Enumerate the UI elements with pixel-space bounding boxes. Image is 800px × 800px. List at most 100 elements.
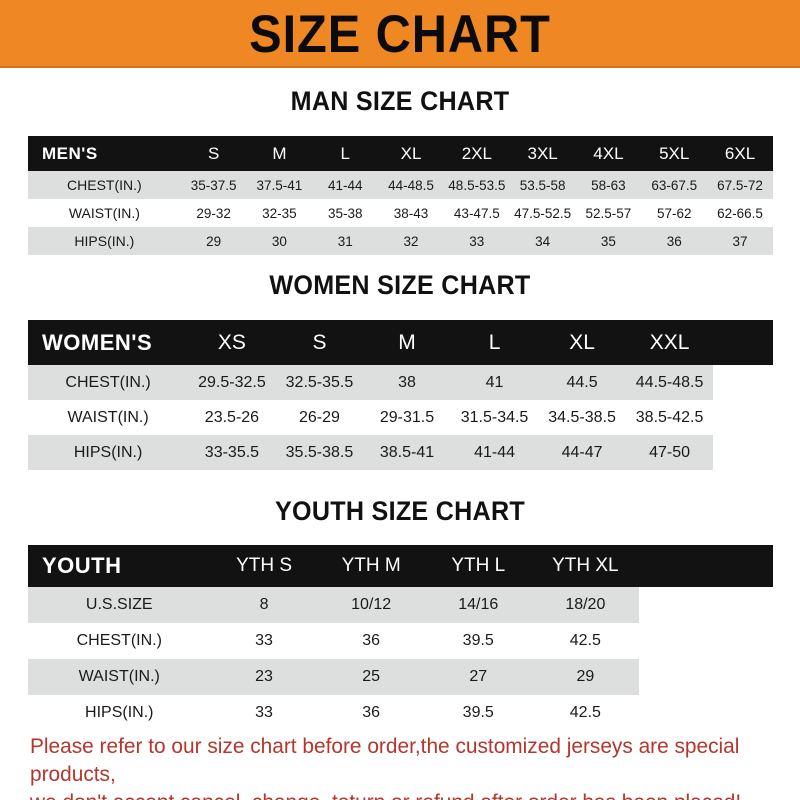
table-row: WAIST(IN.) 29-32 32-35 35-38 38-43 43-47.5 47.…: [28, 199, 773, 227]
man-measurement-cell: 37: [732, 233, 748, 249]
table-row: CHEST(IN.) 33 36 39.5 42.5: [28, 623, 773, 659]
women-column-header: S: [312, 330, 327, 354]
man-size-table: MEN'S S M L XL 2XL 3XL 4XL 5XL 6XL CHEST(IN.) 35-3…: [28, 136, 773, 255]
youth-measurement-cell: 33: [255, 632, 273, 649]
man-measurement-cell: 43-47.5: [453, 205, 500, 221]
women-measurement-cell: 44-47: [561, 443, 603, 461]
women-measurement-cell: 44.5: [566, 373, 598, 391]
women-measurement-cell: 35.5-38.5: [285, 443, 354, 461]
footer-note: Please refer to our size chart before or…: [30, 732, 756, 800]
youth-row-spacer: [638, 659, 773, 695]
women-measurement-cell: 38.5-41: [379, 443, 435, 461]
man-table-corner-label: MEN'S: [42, 143, 98, 163]
youth-size-table: YOUTH YTH S YTH M YTH L YTH XL U.S.SIZE 8 10/1…: [28, 545, 773, 731]
youth-measurement-cell: 36: [362, 632, 381, 649]
youth-measurement-cell: 39.5: [462, 632, 494, 649]
man-measurement-cell: 29-32: [196, 205, 231, 221]
man-row-label: WAIST(IN.): [68, 205, 140, 221]
youth-column-header: YTH S: [236, 555, 293, 576]
women-measurement-cell: 44.5-48.5: [635, 373, 704, 391]
man-column-header: 6XL: [724, 143, 756, 163]
man-measurement-cell: 34: [535, 233, 551, 249]
women-measurement-cell: 23.5-26: [204, 408, 260, 426]
women-measurement-cell: 34.5-38.5: [548, 408, 616, 426]
man-section-title: MAN SIZE CHART: [290, 86, 510, 116]
man-measurement-cell: 38-43: [393, 205, 429, 221]
table-row: HIPS(IN.) 33-35.5 35.5-38.5 38.5-41 41-44 44-…: [28, 435, 773, 470]
youth-header-spacer: [639, 545, 773, 587]
man-measurement-cell: 44-48.5: [388, 177, 434, 193]
youth-measurement-cell: 18/20: [565, 596, 606, 613]
man-column-header: 3XL: [527, 143, 558, 163]
youth-measurement-cell: 25: [362, 668, 381, 685]
youth-measurement-cell: 14/16: [458, 596, 499, 613]
man-measurement-cell: 35-38: [327, 205, 363, 221]
youth-row-label: HIPS(IN.): [85, 704, 154, 721]
man-measurement-cell: 33: [469, 233, 485, 249]
man-column-header: L: [340, 143, 350, 163]
table-row: HIPS(IN.) 33 36 39.5 42.5: [28, 695, 773, 731]
women-row-label: WAIST(IN.): [67, 408, 149, 426]
women-column-header: XL: [569, 330, 595, 354]
youth-measurement-cell: 36: [362, 704, 381, 721]
page-title: SIZE CHART: [249, 4, 551, 64]
youth-table-header-row: YOUTH YTH S YTH M YTH L YTH XL: [28, 545, 773, 587]
footer-note-line-1: Please refer to our size chart before or…: [30, 734, 740, 786]
man-measurement-cell: 36: [666, 233, 682, 249]
youth-row-spacer: [638, 695, 773, 731]
women-table-body: CHEST(IN.) 29.5-32.5 32.5-35.5 38 41 44.5 44.5…: [28, 365, 773, 470]
table-row: U.S.SIZE 8 10/12 14/16 18/20: [28, 587, 773, 623]
man-measurement-cell: 37.5-41: [256, 177, 303, 193]
women-measurement-cell: 29-31.5: [379, 408, 435, 426]
women-column-header: L: [488, 330, 501, 354]
man-measurement-cell: 47.5-52.5: [514, 205, 572, 221]
man-column-header: 4XL: [593, 143, 624, 163]
youth-row-label: U.S.SIZE: [85, 596, 153, 613]
table-row: CHEST(IN.) 29.5-32.5 32.5-35.5 38 41 44.5 44.5…: [28, 365, 773, 400]
women-column-header: XS: [217, 330, 246, 354]
man-measurement-cell: 31: [337, 233, 353, 249]
footer-note-line-2: we don't accept cancel, change, teturn o…: [30, 788, 756, 800]
youth-column-header: YTH XL: [552, 555, 619, 576]
man-measurement-cell: 29: [206, 233, 222, 249]
man-measurement-cell: 53.5-58: [519, 177, 566, 193]
youth-row-spacer: [638, 587, 773, 623]
women-row-spacer: [713, 400, 773, 435]
youth-measurement-cell: 42.5: [569, 704, 601, 721]
women-row-spacer: [713, 435, 773, 470]
women-measurement-cell: 31.5-34.5: [460, 408, 529, 426]
women-column-header: M: [398, 330, 416, 354]
youth-measurement-cell: 33: [255, 704, 273, 721]
women-table-header-row: WOMEN'S XS S M L XL XXL: [28, 320, 773, 365]
man-row-label: HIPS(IN.): [74, 233, 135, 249]
women-measurement-cell: 41: [485, 373, 504, 391]
women-measurement-cell: 38.5-42.5: [635, 408, 704, 426]
youth-column-header: YTH M: [341, 555, 401, 576]
women-measurement-cell: 29.5-32.5: [198, 373, 266, 391]
table-row: HIPS(IN.) 29 30 31 32 33 34 35 36 37: [28, 227, 773, 255]
youth-measurement-cell: 8: [259, 596, 269, 613]
man-column-header: 2XL: [461, 143, 492, 163]
women-measurement-cell: 32.5-35.5: [285, 373, 354, 391]
man-column-header: XL: [400, 143, 422, 163]
page-banner: SIZE CHART: [0, 0, 800, 68]
women-header-spacer: [713, 320, 773, 365]
man-measurement-cell: 35-37.5: [190, 177, 237, 193]
youth-measurement-cell: 39.5: [462, 704, 494, 721]
man-measurement-cell: 58-63: [591, 177, 626, 193]
man-table-body: CHEST(IN.) 35-37.5 37.5-41 41-44 44-48.5 48.5…: [28, 171, 773, 255]
youth-row-spacer: [638, 623, 773, 659]
youth-table-corner-label: YOUTH: [42, 553, 122, 578]
man-measurement-cell: 63-67.5: [651, 177, 698, 193]
youth-measurement-cell: 27: [469, 668, 488, 685]
youth-table-body: U.S.SIZE 8 10/12 14/16 18/20 CHEST(IN.) 33 36 39…: [28, 587, 773, 731]
man-measurement-cell: 41-44: [327, 177, 363, 193]
women-column-header: XXL: [649, 330, 690, 354]
table-row: WAIST(IN.) 23 25 27 29: [28, 659, 773, 695]
youth-measurement-cell: 42.5: [569, 632, 601, 649]
man-column-header: 5XL: [659, 143, 690, 163]
youth-measurement-cell: 29: [576, 668, 595, 685]
women-measurement-cell: 47-50: [649, 443, 691, 461]
youth-measurement-cell: 23: [255, 668, 273, 685]
